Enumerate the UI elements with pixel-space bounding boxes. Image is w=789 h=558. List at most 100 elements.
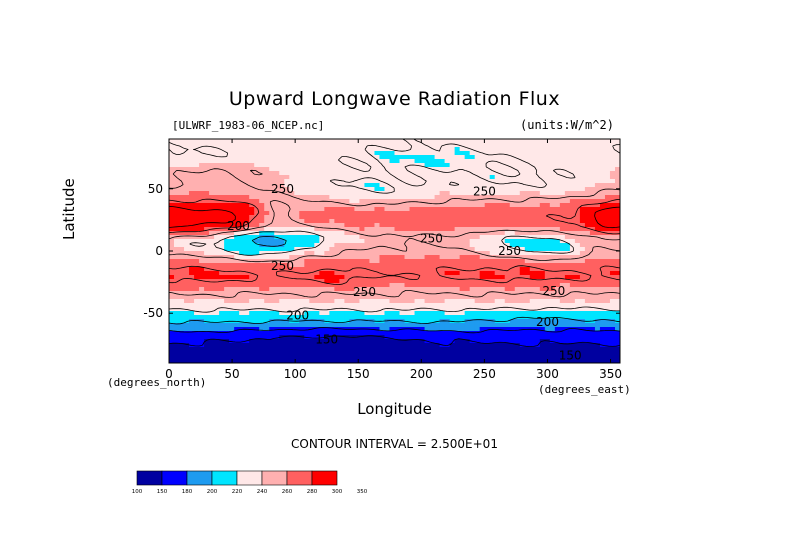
heatmap-cell	[374, 287, 381, 292]
heatmap-cell	[344, 143, 350, 148]
heatmap-cell	[324, 359, 330, 363]
heatmap-cell	[519, 279, 526, 284]
heatmap-cell	[339, 251, 345, 256]
heatmap-cell	[439, 179, 446, 184]
heatmap-cell	[389, 259, 396, 264]
heatmap-cell	[319, 247, 325, 252]
heatmap-cell	[359, 215, 366, 220]
heatmap-cell	[414, 147, 421, 152]
heatmap-cell	[174, 299, 180, 304]
heatmap-cell	[604, 239, 611, 244]
heatmap-cell	[209, 243, 215, 248]
heatmap-cell	[569, 187, 576, 192]
heatmap-cell	[179, 251, 185, 256]
heatmap-cell	[294, 291, 300, 296]
heatmap-cell	[209, 259, 215, 264]
heatmap-cell	[569, 335, 576, 340]
heatmap-cell	[569, 247, 576, 252]
heatmap-cell	[229, 211, 235, 216]
heatmap-cell	[469, 151, 476, 156]
heatmap-cell	[614, 167, 620, 172]
heatmap-cell	[514, 291, 521, 296]
heatmap-cell	[464, 339, 471, 344]
heatmap-cell	[199, 171, 205, 176]
heatmap-cell	[349, 339, 356, 344]
heatmap-cell	[489, 203, 496, 208]
heatmap-cell	[609, 203, 616, 208]
heatmap-cell	[364, 175, 371, 180]
heatmap-cell	[349, 255, 356, 260]
heatmap-cell	[359, 199, 366, 204]
heatmap-cell	[359, 339, 366, 344]
heatmap-cell	[519, 351, 526, 356]
heatmap-cell	[219, 251, 225, 256]
heatmap-cell	[509, 175, 516, 180]
heatmap-cell	[219, 355, 225, 360]
heatmap-cell	[419, 287, 426, 292]
heatmap-cell	[329, 339, 335, 344]
heatmap-cell	[549, 211, 556, 216]
heatmap-cell	[334, 231, 340, 236]
heatmap-cell	[399, 335, 406, 340]
heatmap-cell	[419, 175, 426, 180]
heatmap-cell	[299, 187, 305, 192]
heatmap-cell	[579, 223, 586, 228]
heatmap-cell	[244, 175, 250, 180]
heatmap-cell	[249, 155, 255, 160]
heatmap-cell	[199, 223, 205, 228]
heatmap-cell	[314, 187, 320, 192]
heatmap-cell	[489, 255, 496, 260]
heatmap-cell	[489, 311, 496, 316]
heatmap-cell	[169, 215, 175, 220]
heatmap-cell	[549, 203, 556, 208]
heatmap-cell	[574, 219, 581, 224]
heatmap-cell	[469, 255, 476, 260]
heatmap-cell	[404, 147, 411, 152]
heatmap-cell	[269, 159, 275, 164]
heatmap-cell	[494, 259, 501, 264]
heatmap-cell	[404, 275, 411, 280]
heatmap-cell	[439, 339, 446, 344]
heatmap-cell	[294, 263, 300, 268]
heatmap-cell	[364, 231, 371, 236]
heatmap-cell	[249, 323, 255, 328]
heatmap-cell	[264, 355, 270, 360]
heatmap-cell	[514, 223, 521, 228]
heatmap-cell	[349, 299, 356, 304]
heatmap-cell	[494, 275, 501, 280]
heatmap-cell	[479, 243, 486, 248]
heatmap-cell	[434, 303, 441, 308]
heatmap-cell	[424, 311, 431, 316]
heatmap-cell	[374, 199, 381, 204]
heatmap-cell	[364, 251, 371, 256]
heatmap-cell	[169, 347, 175, 352]
heatmap-cell	[369, 159, 376, 164]
heatmap-cell	[329, 239, 335, 244]
heatmap-cell	[329, 211, 335, 216]
heatmap-cell	[544, 183, 551, 188]
heatmap-cell	[524, 339, 531, 344]
heatmap-cell	[529, 191, 536, 196]
heatmap-cell	[494, 175, 501, 180]
heatmap-cell	[199, 307, 205, 312]
heatmap-cell	[214, 299, 220, 304]
heatmap-cell	[524, 171, 531, 176]
heatmap-cell	[594, 219, 601, 224]
heatmap-cell	[494, 163, 501, 168]
heatmap-cell	[174, 215, 180, 220]
heatmap-cell	[309, 167, 315, 172]
heatmap-cell	[309, 179, 315, 184]
heatmap-cell	[244, 235, 250, 240]
heatmap-cell	[404, 215, 411, 220]
heatmap-cell	[389, 347, 396, 352]
heatmap-cell	[374, 243, 381, 248]
heatmap-cell	[574, 171, 581, 176]
heatmap-cell	[484, 171, 491, 176]
heatmap-cell	[474, 231, 481, 236]
heatmap-cell	[374, 207, 381, 212]
heatmap-cell	[599, 311, 606, 316]
heatmap-cell	[254, 283, 260, 288]
heatmap-cell	[184, 203, 190, 208]
heatmap-cell	[584, 163, 591, 168]
heatmap-cell	[499, 355, 506, 360]
